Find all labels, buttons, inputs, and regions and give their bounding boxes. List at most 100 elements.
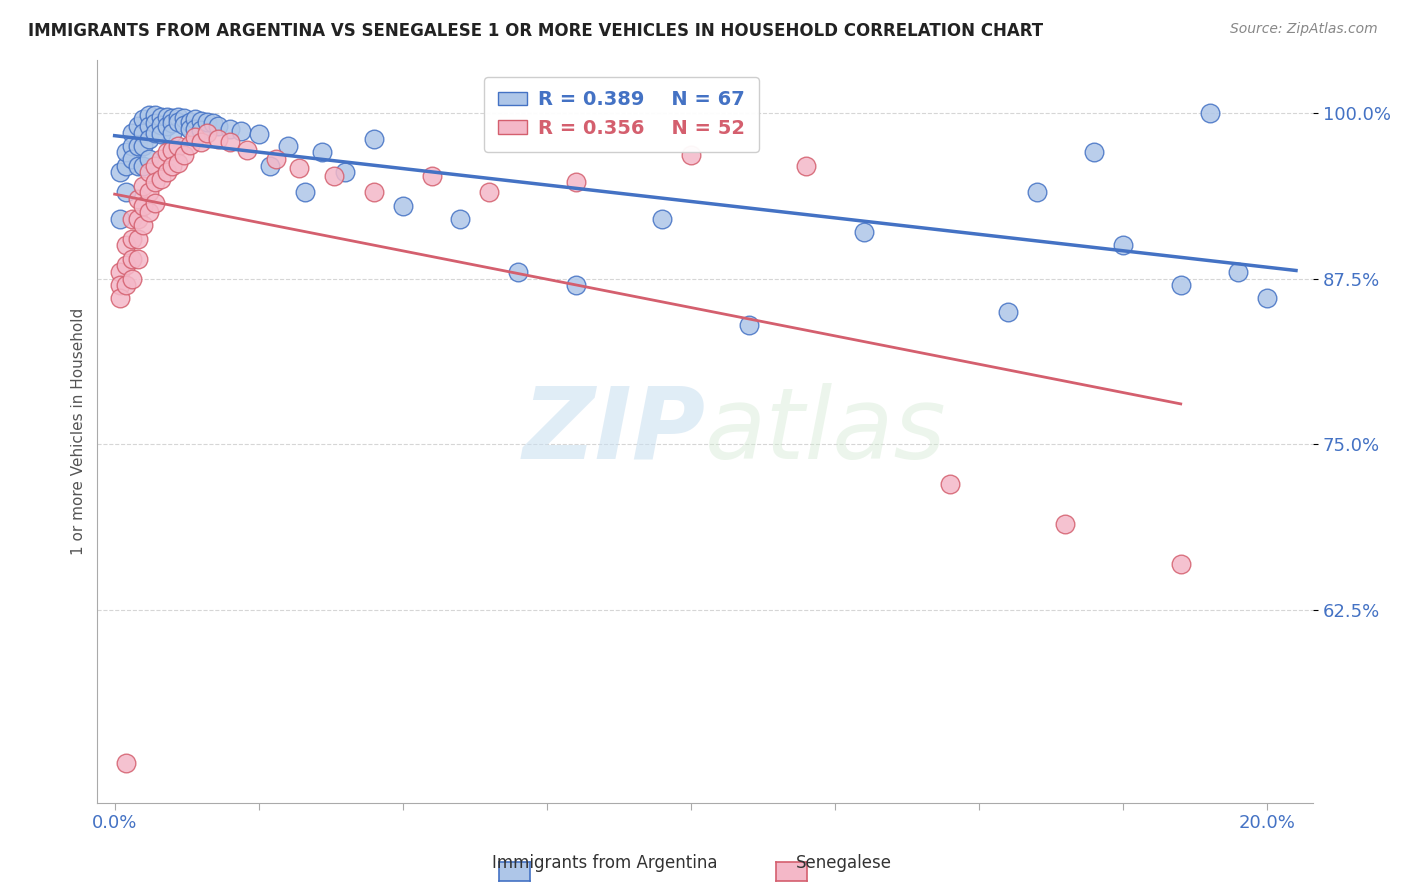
Point: [132, 112, 155, 127]
Point: [288, 161, 311, 176]
Text: ZIP: ZIP: [522, 383, 706, 480]
Point: [333, 165, 356, 179]
Point: [132, 138, 155, 153]
Point: [322, 169, 344, 184]
Point: [939, 477, 962, 491]
Point: [155, 119, 177, 133]
Point: [478, 186, 501, 200]
Text: Senegalese: Senegalese: [796, 855, 891, 872]
Point: [264, 152, 287, 166]
Point: [167, 115, 190, 129]
Point: [219, 135, 242, 149]
Point: [138, 165, 160, 179]
Point: [143, 108, 166, 122]
Point: [138, 108, 160, 122]
Point: [115, 258, 138, 272]
Point: [127, 252, 149, 266]
Point: [155, 145, 177, 160]
Point: [1256, 292, 1278, 306]
Point: [391, 198, 413, 212]
Point: [138, 152, 160, 166]
Y-axis label: 1 or more Vehicles in Household: 1 or more Vehicles in Household: [72, 308, 86, 555]
Point: [236, 143, 259, 157]
Point: [121, 271, 143, 285]
Point: [195, 115, 218, 129]
Point: [127, 119, 149, 133]
Point: [121, 152, 143, 166]
Point: [155, 110, 177, 124]
Point: [127, 232, 149, 246]
Point: [179, 121, 201, 136]
Point: [162, 126, 184, 140]
Point: [143, 159, 166, 173]
Point: [311, 145, 333, 160]
Point: [1170, 557, 1192, 571]
Point: [132, 198, 155, 212]
Point: [115, 186, 138, 200]
Point: [115, 159, 138, 173]
Point: [852, 225, 875, 239]
Text: Source: ZipAtlas.com: Source: ZipAtlas.com: [1230, 22, 1378, 37]
Point: [794, 159, 817, 173]
Point: [167, 110, 190, 124]
Point: [138, 186, 160, 200]
Text: atlas: atlas: [706, 383, 946, 480]
Point: [143, 175, 166, 189]
Point: [247, 127, 270, 141]
Point: [1112, 238, 1135, 252]
Point: [506, 265, 529, 279]
Point: [184, 121, 207, 136]
Point: [162, 143, 184, 157]
Point: [651, 211, 673, 226]
Point: [195, 126, 218, 140]
Point: [110, 165, 132, 179]
Point: [1025, 186, 1047, 200]
Point: [110, 211, 132, 226]
Point: [190, 113, 212, 128]
Point: [132, 178, 155, 193]
Point: [149, 172, 172, 186]
Point: [564, 278, 586, 293]
Point: [127, 211, 149, 226]
Point: [127, 159, 149, 173]
Point: [207, 132, 229, 146]
Point: [149, 127, 172, 141]
Point: [132, 126, 155, 140]
Point: [110, 265, 132, 279]
Point: [127, 192, 149, 206]
Point: [737, 318, 759, 332]
Point: [167, 156, 190, 170]
Point: [121, 126, 143, 140]
Legend: R = 0.389    N = 67, R = 0.356    N = 52: R = 0.389 N = 67, R = 0.356 N = 52: [484, 77, 759, 152]
Point: [132, 219, 155, 233]
Point: [115, 278, 138, 293]
Point: [127, 138, 149, 153]
Point: [363, 186, 385, 200]
Point: [115, 756, 138, 770]
Point: [201, 116, 224, 130]
Point: [997, 304, 1019, 318]
Point: [190, 135, 212, 149]
Point: [184, 112, 207, 127]
Point: [149, 118, 172, 132]
Point: [121, 138, 143, 153]
Point: [231, 124, 253, 138]
Point: [115, 145, 138, 160]
Point: [449, 211, 471, 226]
Point: [1083, 145, 1105, 160]
Point: [190, 123, 212, 137]
Point: [1054, 516, 1077, 531]
Point: [162, 116, 184, 130]
Point: [110, 292, 132, 306]
Point: [138, 119, 160, 133]
Point: [679, 148, 702, 162]
Text: IMMIGRANTS FROM ARGENTINA VS SENEGALESE 1 OR MORE VEHICLES IN HOUSEHOLD CORRELAT: IMMIGRANTS FROM ARGENTINA VS SENEGALESE …: [28, 22, 1043, 40]
Point: [138, 132, 160, 146]
Point: [132, 159, 155, 173]
Point: [1170, 278, 1192, 293]
Point: [149, 110, 172, 124]
Point: [1227, 265, 1250, 279]
Point: [564, 175, 586, 189]
Text: Immigrants from Argentina: Immigrants from Argentina: [492, 855, 717, 872]
Point: [173, 118, 195, 132]
